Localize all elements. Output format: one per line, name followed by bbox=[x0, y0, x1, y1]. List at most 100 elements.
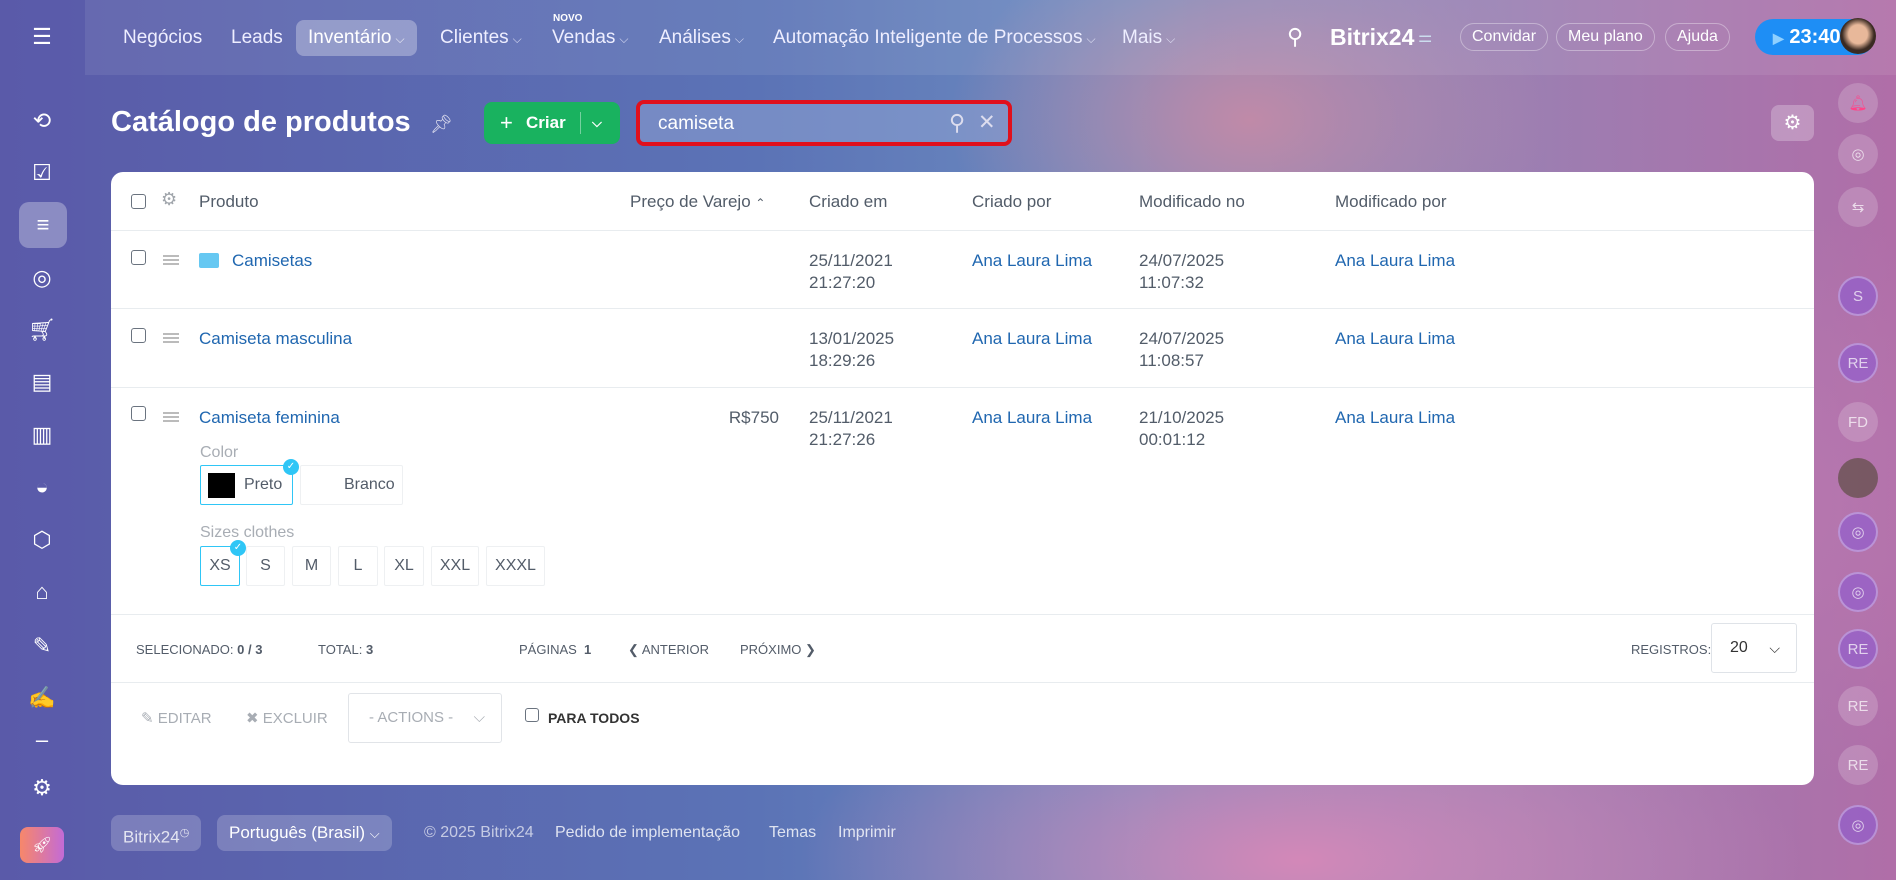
row-checkbox[interactable] bbox=[131, 328, 146, 343]
pin-icon[interactable]: 📌︎ bbox=[430, 114, 453, 134]
chat-avatar[interactable]: RE bbox=[1838, 629, 1878, 669]
themes-link[interactable]: Temas bbox=[769, 824, 817, 841]
created-by-link[interactable]: Ana Laura Lima bbox=[972, 251, 1093, 270]
analytics-icon[interactable]: ▥ bbox=[31, 422, 53, 447]
settings-icon[interactable]: ⚙ bbox=[1771, 105, 1814, 141]
nav-automacao[interactable]: Automação Inteligente de Processos ⌵ bbox=[761, 20, 1108, 56]
modified-by-link[interactable]: Ana Laura Lima bbox=[1335, 329, 1456, 348]
invite-button[interactable]: Convidar bbox=[1460, 23, 1549, 51]
search-icon[interactable]: ⚲ bbox=[949, 110, 966, 135]
plan-button[interactable]: Meu plano bbox=[1556, 23, 1655, 51]
nav-mais[interactable]: Mais ⌵ bbox=[1110, 20, 1187, 56]
settings-icon[interactable]: ⚙ bbox=[32, 775, 52, 800]
column-header-modificado-no[interactable]: Modificado no bbox=[1139, 192, 1245, 211]
drag-handle-icon[interactable] bbox=[163, 255, 179, 265]
row-checkbox[interactable] bbox=[131, 250, 146, 265]
chat-avatar[interactable]: RE bbox=[1838, 745, 1878, 785]
column-header-produto[interactable]: Produto bbox=[199, 192, 259, 211]
column-settings-icon[interactable]: ⚙ bbox=[161, 189, 178, 209]
pages: PÁGINAS 1 bbox=[519, 642, 591, 657]
print-link[interactable]: Imprimir bbox=[838, 824, 896, 841]
nav-vendas[interactable]: Vendas ⌵ bbox=[540, 20, 641, 56]
edit-button[interactable]: ✎ EDITAR bbox=[141, 709, 212, 727]
language-select[interactable]: Português (Brasil) ⌵ bbox=[217, 815, 392, 851]
chat-avatar[interactable]: RE bbox=[1838, 686, 1878, 726]
size-option-s[interactable]: S bbox=[246, 546, 285, 586]
rocket-icon[interactable]: 🚀︎ bbox=[20, 827, 64, 863]
size-option-xxl[interactable]: XXL bbox=[431, 546, 479, 586]
modified-by-link[interactable]: Ana Laura Lima bbox=[1335, 408, 1456, 427]
current-page[interactable]: 1 bbox=[584, 642, 592, 657]
column-header-preco[interactable]: Preço de Varejo ⌃ bbox=[630, 192, 765, 212]
size-option-m[interactable]: M bbox=[292, 546, 331, 586]
created-by-link[interactable]: Ana Laura Lima bbox=[972, 408, 1093, 427]
footer-brand[interactable]: Bitrix24◷ bbox=[111, 815, 202, 851]
create-button[interactable]: + Criar ⌵ bbox=[484, 102, 620, 144]
nav-negocios[interactable]: Negócios bbox=[111, 20, 214, 56]
brand-logo[interactable]: Bitrix24 bbox=[1330, 24, 1415, 50]
delete-button[interactable]: ✖ EXCLUIR bbox=[246, 709, 328, 727]
chat-avatar[interactable]: S bbox=[1838, 276, 1878, 316]
warehouse-icon[interactable]: ⌂ bbox=[35, 579, 49, 604]
column-header-modificado-por[interactable]: Modificado por bbox=[1335, 192, 1447, 211]
modified-by-link[interactable]: Ana Laura Lima bbox=[1335, 251, 1456, 270]
robot-icon[interactable]: ◒ bbox=[35, 474, 49, 499]
chat-avatar[interactable]: FD bbox=[1838, 402, 1878, 442]
crm-icon[interactable]: ⟲ bbox=[32, 108, 52, 133]
search-input[interactable]: camiseta bbox=[658, 113, 735, 134]
cart-icon[interactable]: 🛒︎ bbox=[28, 317, 56, 342]
size-option-xl[interactable]: XL bbox=[384, 546, 424, 586]
product-name-link[interactable]: Camiseta feminina bbox=[199, 408, 340, 427]
implementation-request-link[interactable]: Pedido de implementação bbox=[555, 824, 741, 841]
size-option-xs[interactable]: XS ✓ bbox=[200, 540, 246, 586]
search-box[interactable]: camiseta ⚲ ✕ bbox=[636, 100, 1012, 146]
copilot-chat-icon[interactable]: ◎ bbox=[1838, 805, 1878, 845]
records-per-page-select[interactable]: 20 ⌵ bbox=[1711, 623, 1797, 673]
settings-sliders-icon[interactable]: ⚌ bbox=[1418, 29, 1433, 46]
chat-avatar[interactable]: RE bbox=[1838, 343, 1878, 383]
target-icon[interactable]: ◎ bbox=[32, 265, 52, 290]
prev-page-button[interactable]: ❮ ANTERIOR bbox=[628, 642, 709, 658]
size-option-l[interactable]: L bbox=[338, 546, 378, 586]
color-option-branco[interactable]: Branco bbox=[300, 465, 403, 505]
size-option-xxxl[interactable]: XXXL bbox=[486, 546, 545, 586]
column-header-criado-em[interactable]: Criado em bbox=[809, 192, 888, 211]
nav-inventario[interactable]: Inventário ⌵ bbox=[296, 20, 417, 56]
sign-icon[interactable]: ✎ bbox=[32, 633, 52, 658]
contact-card-icon[interactable]: ▤ bbox=[31, 369, 53, 394]
more-icon[interactable]: – bbox=[35, 727, 49, 752]
inventory-funnel-icon[interactable]: ≡ bbox=[19, 202, 67, 248]
nav-analises[interactable]: Análises ⌵ bbox=[647, 20, 756, 56]
nav-clientes[interactable]: Clientes ⌵ bbox=[428, 20, 534, 56]
search-icon[interactable]: ⚲ bbox=[1287, 24, 1304, 49]
next-page-button[interactable]: PRÓXIMO ❯ bbox=[740, 642, 816, 658]
color-option-preto[interactable]: Preto ✓ bbox=[200, 459, 299, 505]
drag-handle-icon[interactable] bbox=[163, 412, 179, 422]
clear-icon[interactable]: ✕ bbox=[978, 111, 996, 134]
copilot-chat-icon[interactable]: ◎ bbox=[1838, 512, 1878, 552]
chevron-left-icon: ❮ bbox=[628, 642, 639, 657]
chat-transfer-icon[interactable]: ⇆ bbox=[1838, 187, 1878, 227]
for-all-checkbox[interactable] bbox=[525, 708, 539, 722]
drag-handle-icon[interactable] bbox=[163, 333, 179, 343]
bell-icon[interactable]: 🔔︎ bbox=[1838, 83, 1878, 123]
document-edit-icon[interactable]: ✍ bbox=[28, 685, 56, 710]
product-name-link[interactable]: Camisetas bbox=[232, 251, 313, 270]
copilot-icon[interactable]: ◎ bbox=[1838, 134, 1878, 174]
column-header-criado-por[interactable]: Criado por bbox=[972, 192, 1052, 211]
select-all-checkbox[interactable] bbox=[131, 194, 146, 209]
copilot-chat-icon[interactable]: ◎ bbox=[1838, 572, 1878, 612]
box-icon[interactable]: ⬡ bbox=[32, 527, 52, 552]
help-button[interactable]: Ajuda bbox=[1665, 23, 1730, 51]
user-avatar[interactable] bbox=[1840, 18, 1876, 54]
row-checkbox[interactable] bbox=[131, 406, 146, 421]
delete-label: EXCLUIR bbox=[262, 710, 328, 727]
product-name-link[interactable]: Camiseta masculina bbox=[199, 329, 353, 348]
nav-leads[interactable]: Leads bbox=[219, 20, 295, 56]
chat-avatar-photo[interactable] bbox=[1838, 458, 1878, 498]
tasks-icon[interactable]: ☑ bbox=[32, 160, 52, 185]
created-by-link[interactable]: Ana Laura Lima bbox=[972, 329, 1093, 348]
chevron-down-icon[interactable]: ⌵ bbox=[592, 115, 602, 130]
menu-icon[interactable]: ☰ bbox=[32, 24, 52, 49]
actions-select[interactable]: - ACTIONS - ⌵ bbox=[348, 693, 502, 743]
